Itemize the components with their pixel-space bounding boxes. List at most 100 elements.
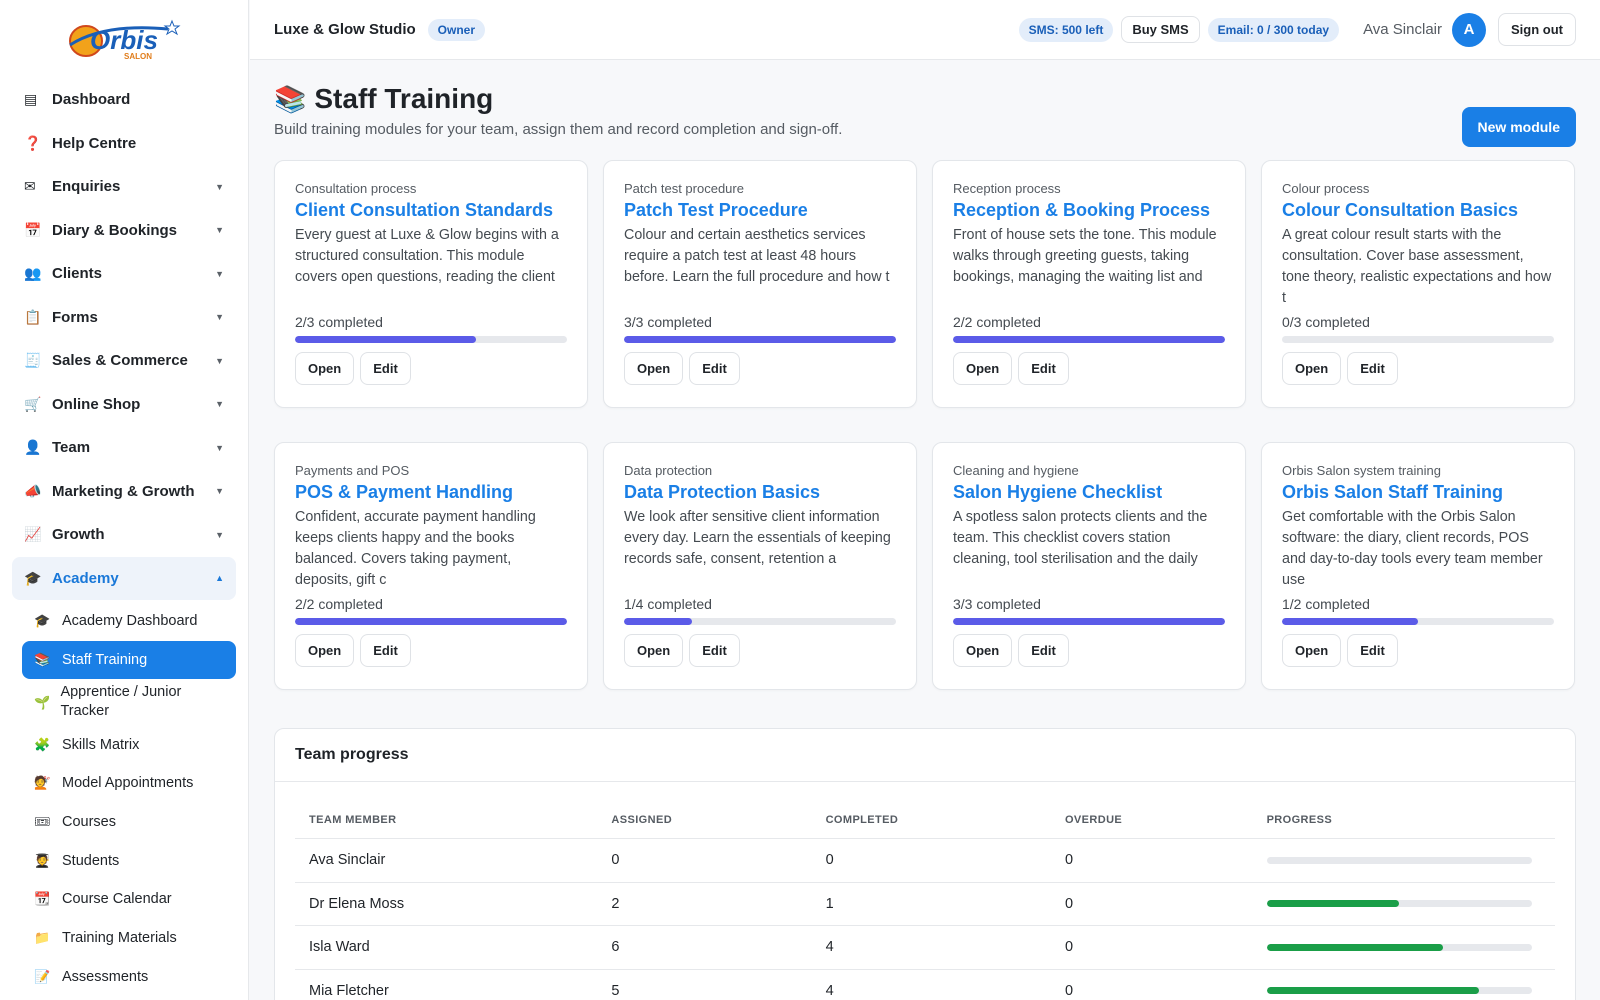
- sidebar-item-growth[interactable]: 📈 Growth ▼: [12, 513, 236, 557]
- sidebar-item-academy[interactable]: 🎓 Academy ▲: [12, 556, 236, 600]
- page-subtitle: Build training modules for your team, as…: [274, 121, 843, 138]
- sidebar-subitem-training-materials[interactable]: 📁 Training Materials: [22, 919, 236, 958]
- user-name: Ava Sinclair: [1363, 21, 1442, 38]
- sidebar-subitem-label: Assessments: [62, 968, 149, 985]
- module-progress-bar: [624, 618, 896, 625]
- edit-button[interactable]: Edit: [689, 352, 740, 385]
- module-description: A spotless salon protects clients and th…: [953, 509, 1208, 567]
- module-title-link[interactable]: Reception & Booking Process: [953, 200, 1211, 220]
- sidebar-subitem-skills-matrix[interactable]: 🧩 Skills Matrix: [22, 725, 236, 764]
- overdue-count: 0: [1050, 969, 1253, 1000]
- main-content: 📚 Staff Training Build training modules …: [274, 60, 1576, 1000]
- module-title-link[interactable]: Client Consultation Standards: [295, 200, 554, 220]
- edit-button[interactable]: Edit: [689, 634, 740, 667]
- sidebar-subitem-students[interactable]: 🧑‍🎓 Students: [22, 841, 236, 880]
- sidebar-nav: ▤ Dashboard ❓ Help Centre ✉ Enquiries ▼ 📅 Diary …: [0, 78, 248, 996]
- module-actions: Open Edit: [624, 634, 896, 667]
- open-button[interactable]: Open: [953, 352, 1013, 385]
- module-card: Colour process Colour Consultation Basics…: [1261, 160, 1575, 408]
- module-actions: Open Edit: [1282, 634, 1554, 667]
- assigned-count: 2: [597, 882, 812, 926]
- buy-sms-button[interactable]: Buy SMS: [1121, 16, 1200, 43]
- sidebar-subitem-academy-dashboard[interactable]: 🎓 Academy Dashboard: [22, 602, 236, 641]
- sidebar-item-marketing-growth[interactable]: 📣 Marketing & Growth ▼: [12, 470, 236, 514]
- module-actions: Open Edit: [624, 352, 896, 385]
- module-description: Every guest at Luxe & Glow begins with a…: [295, 227, 559, 285]
- sidebar-item-clients[interactable]: 👥 Clients ▼: [12, 252, 236, 296]
- edit-button[interactable]: Edit: [1347, 634, 1398, 667]
- column-header-assigned: ASSIGNED: [597, 802, 812, 839]
- sign-out-button[interactable]: Sign out: [1498, 13, 1576, 46]
- module-description: Get comfortable with the Orbis Salon sof…: [1282, 509, 1543, 588]
- sidebar-item-enquiries[interactable]: ✉ Enquiries ▼: [12, 165, 236, 209]
- chevron-down-icon: ▼: [215, 442, 224, 453]
- sidebar-subitem-courses[interactable]: 🎟 Courses: [22, 803, 236, 842]
- sidebar-item-online-shop[interactable]: 🛒 Online Shop ▼: [12, 383, 236, 427]
- chevron-down-icon: ▼: [215, 355, 224, 366]
- table-body: Ava Sinclair 0 0 0 Dr Elena Moss 2 1 0 Isla Ward…: [295, 838, 1555, 1000]
- module-category: Patch test procedure: [624, 181, 744, 196]
- open-button[interactable]: Open: [953, 634, 1013, 667]
- sidebar-item-label: Clients: [52, 265, 103, 283]
- module-card: Orbis Salon system training Orbis Salon S…: [1261, 442, 1575, 690]
- new-module-button[interactable]: New module: [1461, 107, 1576, 147]
- sidebar-item-label: Diary & Bookings: [52, 221, 178, 239]
- open-button[interactable]: Open: [295, 634, 355, 667]
- page-title-text: Staff Training: [314, 83, 494, 114]
- edit-button[interactable]: Edit: [1018, 352, 1069, 385]
- studio-name: Luxe & Glow Studio: [274, 21, 416, 38]
- sidebar-subitem-staff-training[interactable]: 📚 Staff Training: [22, 640, 236, 680]
- progress-cell: [1252, 925, 1555, 970]
- books-icon: 📚: [274, 83, 307, 114]
- module-card: Patch test procedure Patch Test Procedure…: [603, 160, 917, 408]
- team-progress-fill: [1266, 943, 1444, 951]
- module-category: Reception process: [953, 181, 1061, 196]
- online-shop-icon: 🛒: [24, 395, 42, 412]
- sidebar-item-forms[interactable]: 📋 Forms ▼: [12, 296, 236, 340]
- module-title-link[interactable]: Salon Hygiene Checklist: [953, 482, 1163, 502]
- sidebar-subitem-apprentice-junior-tracker[interactable]: 🌱 Apprentice / Junior Tracker: [22, 679, 236, 725]
- sidebar-subitem-course-calendar[interactable]: 📆 Course Calendar: [22, 880, 236, 919]
- sidebar-item-dashboard[interactable]: ▤ Dashboard: [12, 78, 236, 122]
- module-category: Colour process: [1282, 181, 1370, 196]
- open-button[interactable]: Open: [295, 352, 355, 385]
- module-title-link[interactable]: Patch Test Procedure: [624, 200, 808, 220]
- edit-button[interactable]: Edit: [1018, 634, 1069, 667]
- column-header-team-member: TEAM MEMBER: [295, 802, 598, 839]
- sidebar-subitem-label: Training Materials: [62, 930, 177, 947]
- open-button[interactable]: Open: [624, 634, 684, 667]
- module-progress-text: 2/3 completed: [295, 314, 383, 330]
- sidebar-item-label: Help Centre: [52, 134, 137, 152]
- sidebar-item-sales-commerce[interactable]: 🧾 Sales & Commerce ▼: [12, 339, 236, 383]
- svg-text:SALON: SALON: [124, 52, 152, 61]
- orbis-salon-logo[interactable]: Orbis SALON: [0, 0, 248, 78]
- module-title-link[interactable]: Colour Consultation Basics: [1282, 200, 1519, 220]
- sidebar-item-label: Academy: [52, 569, 119, 587]
- open-button[interactable]: Open: [1282, 352, 1342, 385]
- sidebar-item-team[interactable]: 👤 Team ▼: [12, 426, 236, 470]
- sms-credit-badge: SMS: 500 left: [1018, 17, 1114, 42]
- students-icon: 🧑‍🎓: [34, 852, 51, 868]
- sidebar-item-label: Marketing & Growth: [52, 482, 195, 500]
- sidebar-subitem-assessments[interactable]: 📝 Assessments: [22, 958, 236, 997]
- module-description: A great colour result starts with the co…: [1282, 227, 1552, 306]
- module-title-link[interactable]: POS & Payment Handling: [295, 482, 514, 502]
- edit-button[interactable]: Edit: [360, 634, 411, 667]
- avatar[interactable]: A: [1452, 12, 1486, 47]
- growth-icon: 📈: [24, 526, 42, 543]
- open-button[interactable]: Open: [624, 352, 684, 385]
- open-button[interactable]: Open: [1282, 634, 1342, 667]
- table-row: Isla Ward 6 4 0: [295, 925, 1555, 970]
- module-title-link[interactable]: Data Protection Basics: [624, 482, 821, 502]
- module-progress-text: 1/2 completed: [1282, 596, 1370, 612]
- sidebar-item-help-centre[interactable]: ❓ Help Centre: [12, 122, 236, 166]
- edit-button[interactable]: Edit: [1347, 352, 1398, 385]
- page-header: 📚 Staff Training Build training modules …: [274, 60, 1576, 160]
- chevron-down-icon: ▼: [215, 486, 224, 497]
- sidebar-item-diary-bookings[interactable]: 📅 Diary & Bookings ▼: [12, 209, 236, 253]
- sidebar-subitem-model-appointments[interactable]: 💇 Model Appointments: [22, 764, 236, 803]
- module-description: Confident, accurate payment handling kee…: [295, 509, 536, 588]
- overdue-count: 0: [1050, 838, 1253, 883]
- edit-button[interactable]: Edit: [360, 352, 411, 385]
- module-title-link[interactable]: Orbis Salon Staff Training: [1282, 482, 1504, 502]
